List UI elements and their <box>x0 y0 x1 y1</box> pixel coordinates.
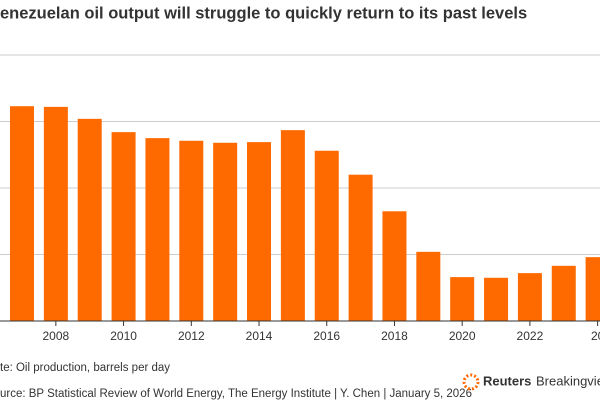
bar <box>77 118 102 321</box>
bar <box>213 142 238 321</box>
note: te: Oil production, barrels per day <box>0 362 170 374</box>
chart-title: enezuelan oil output will struggle to qu… <box>0 4 527 22</box>
x-tick-label: 2020 <box>449 329 476 343</box>
bar <box>247 142 272 321</box>
bar <box>43 106 68 322</box>
bar <box>348 174 373 321</box>
bar <box>10 106 34 321</box>
logo: Reuters Breakingview <box>462 373 600 391</box>
bar <box>111 132 136 321</box>
bar <box>585 257 600 321</box>
bar <box>145 138 170 321</box>
x-tick-label: 2010 <box>110 329 137 343</box>
bar <box>314 150 339 321</box>
bar <box>280 130 305 321</box>
bar <box>484 277 509 321</box>
bar <box>517 273 542 321</box>
bar <box>450 277 475 321</box>
bar <box>179 140 204 321</box>
x-tick-label: 20 <box>591 329 600 343</box>
logo-text: Breakingview <box>536 373 600 388</box>
x-tick-label: 2008 <box>43 329 70 343</box>
bar <box>382 211 407 321</box>
x-tick-label: 2016 <box>313 329 340 343</box>
x-tick-label: 2018 <box>381 329 408 343</box>
x-tick-label: 2022 <box>517 329 544 343</box>
bar <box>416 251 441 321</box>
x-tick-label: 2012 <box>178 329 205 343</box>
source: urce: BP Statistical Review of World Ene… <box>0 388 472 400</box>
x-tick-label: 2014 <box>246 329 273 343</box>
logo-text: Reuters <box>483 373 531 388</box>
logo-icon <box>462 373 480 391</box>
bar <box>551 265 576 321</box>
